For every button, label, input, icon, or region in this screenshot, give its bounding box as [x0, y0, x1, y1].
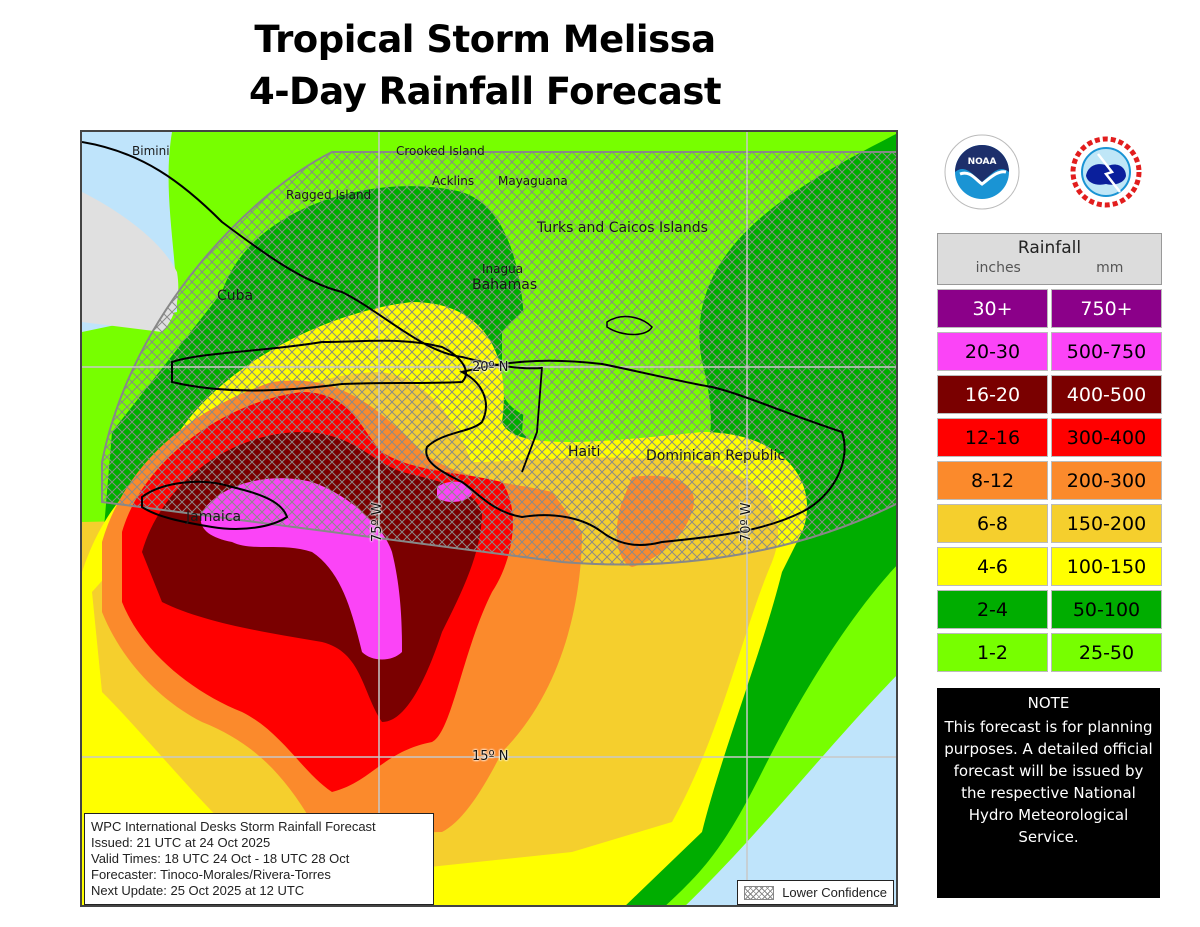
note-body: This forecast is for planning purposes. … — [944, 718, 1153, 846]
label-crooked-island: Crooked Island — [396, 144, 485, 158]
label-mayaguana: Mayaguana — [498, 174, 568, 188]
legend-row: 20-30 500-750 — [937, 332, 1162, 371]
legend-row: 4-6 100-150 — [937, 547, 1162, 586]
label-turks-caicos: Turks and Caicos Islands — [537, 220, 708, 236]
legend-mm-cell: 200-300 — [1051, 461, 1162, 500]
legend-mm-cell: 25-50 — [1051, 633, 1162, 672]
legend-unit-mm: mm — [1096, 260, 1124, 276]
legend-row: 1-2 25-50 — [937, 633, 1162, 672]
legend-row: 6-8 150-200 — [937, 504, 1162, 543]
lower-confidence-label: Lower Confidence — [782, 885, 887, 900]
grid-label-15n: 15º N — [472, 749, 509, 764]
noaa-logo-icon: NOAA — [944, 134, 1020, 210]
note-title: NOTE — [1027, 694, 1070, 712]
hatch-swatch-icon — [744, 885, 775, 900]
rainfall-legend: Rainfall inches mm 30+ 750+ 20-30 500-75… — [937, 233, 1162, 672]
legend-mm-cell: 750+ — [1051, 289, 1162, 328]
legend-mm-cell: 100-150 — [1051, 547, 1162, 586]
legend-inches-cell: 12-16 — [937, 418, 1048, 457]
grid-label-70w: 70º W — [739, 502, 754, 542]
title-line-2: 4-Day Rainfall Forecast — [248, 70, 722, 113]
grid-label-75w: 75º W — [370, 502, 385, 542]
legend-mm-cell: 500-750 — [1051, 332, 1162, 371]
forecast-info-box: WPC International Desks Storm Rainfall F… — [84, 813, 434, 905]
title-line-1: Tropical Storm Melissa — [254, 18, 716, 61]
info-line-next-update: Next Update: 25 Oct 2025 at 12 UTC — [91, 883, 305, 898]
legend-mm-cell: 50-100 — [1051, 590, 1162, 629]
label-dominican-republic: Dominican Republic — [646, 448, 786, 464]
legend-mm-cell: 150-200 — [1051, 504, 1162, 543]
label-jamaica: Jamaica — [186, 509, 242, 525]
label-bahamas: Bahamas — [472, 277, 538, 293]
rainfall-contours — [82, 132, 896, 905]
legend-title: Rainfall — [1017, 238, 1082, 258]
info-line-issued: Issued: 21 UTC at 24 Oct 2025 — [91, 835, 271, 850]
legend-inches-cell: 30+ — [937, 289, 1048, 328]
legend-inches-cell: 16-20 — [937, 375, 1048, 414]
legend-inches-cell: 20-30 — [937, 332, 1048, 371]
agency-logos: NOAA — [930, 128, 1170, 220]
legend-mm-cell: 400-500 — [1051, 375, 1162, 414]
label-bimini: Bimini — [132, 144, 170, 158]
legend-row: 12-16 300-400 — [937, 418, 1162, 457]
rainfall-map: Bimini Crooked Island Acklins Mayaguana … — [80, 130, 898, 907]
legend-row: 30+ 750+ — [937, 289, 1162, 328]
label-haiti: Haiti — [568, 444, 601, 460]
label-cuba: Cuba — [217, 288, 254, 304]
legend-inches-cell: 2-4 — [937, 590, 1048, 629]
legend-header: Rainfall inches mm — [937, 233, 1162, 285]
legend-row: 16-20 400-500 — [937, 375, 1162, 414]
nws-logo-icon — [1068, 134, 1144, 210]
label-ragged-island: Ragged Island — [286, 188, 372, 202]
lower-confidence-legend: Lower Confidence — [737, 880, 894, 905]
legend-inches-cell: 1-2 — [937, 633, 1048, 672]
legend-mm-cell: 300-400 — [1051, 418, 1162, 457]
label-acklins: Acklins — [432, 174, 475, 188]
info-line-forecaster: Forecaster: Tinoco-Morales/Rivera-Torres — [91, 867, 331, 882]
note-box: NOTE This forecast is for planning purpo… — [937, 688, 1160, 898]
page-title: Tropical Storm Melissa 4-Day Rainfall Fo… — [200, 14, 770, 118]
legend-inches-cell: 8-12 — [937, 461, 1048, 500]
grid-label-20n: 20º N — [472, 360, 509, 375]
legend-inches-cell: 6-8 — [937, 504, 1048, 543]
legend-row: 2-4 50-100 — [937, 590, 1162, 629]
legend-inches-cell: 4-6 — [937, 547, 1048, 586]
info-line-product: WPC International Desks Storm Rainfall F… — [91, 819, 376, 834]
label-inagua: Inagua — [482, 262, 524, 276]
legend-row: 8-12 200-300 — [937, 461, 1162, 500]
info-line-valid: Valid Times: 18 UTC 24 Oct - 18 UTC 28 O… — [91, 851, 350, 866]
svg-text:NOAA: NOAA — [968, 157, 997, 167]
legend-unit-inches: inches — [975, 260, 1021, 276]
